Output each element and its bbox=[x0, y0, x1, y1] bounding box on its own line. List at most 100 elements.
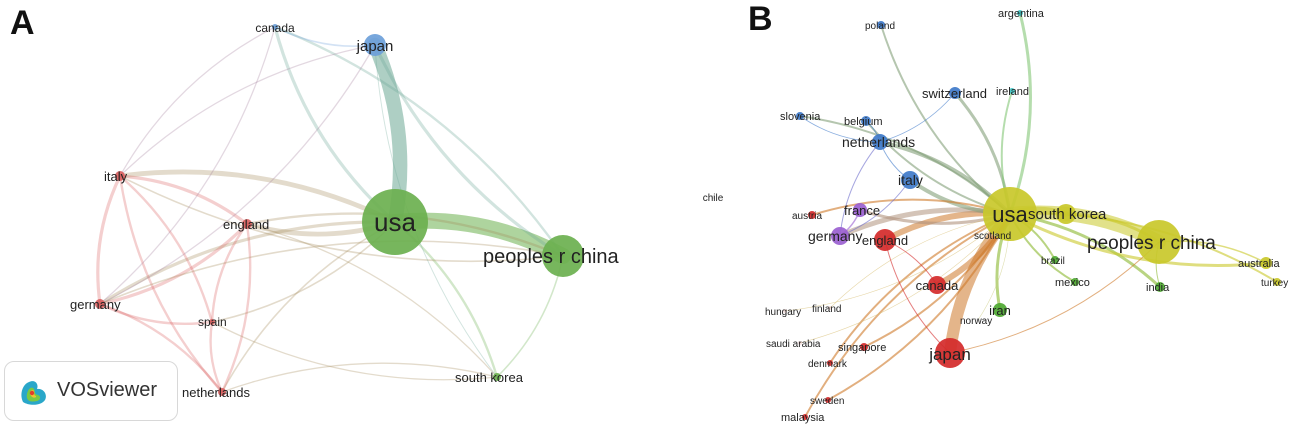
node-peoples-r-china bbox=[1137, 220, 1181, 264]
node-peoples-r-china bbox=[542, 235, 584, 277]
node-label-iran: iran bbox=[989, 303, 1011, 318]
node-label-france: france bbox=[844, 203, 880, 218]
vosviewer-logo-icon bbox=[21, 381, 46, 405]
link-netherlands-south-korea bbox=[221, 362, 498, 393]
node-label-netherlands: netherlands bbox=[182, 385, 250, 400]
node-label-switzerland: switzerland bbox=[922, 86, 987, 101]
node-italy bbox=[901, 171, 919, 189]
node-label-ireland: ireland bbox=[996, 86, 1029, 98]
node-iran bbox=[993, 303, 1007, 317]
link-usa-hungary bbox=[784, 213, 1011, 312]
link-usa-poland bbox=[880, 24, 1011, 215]
node-label-usa: usa bbox=[374, 207, 416, 237]
vosviewer-label: VOSviewer bbox=[57, 379, 158, 401]
link-england-south-korea bbox=[246, 223, 498, 378]
vosviewer-badge: VOSviewer bbox=[4, 361, 178, 421]
node-label-spain: spain bbox=[198, 315, 227, 329]
node-argentina bbox=[1017, 10, 1023, 16]
node-label-india: india bbox=[1146, 282, 1170, 294]
node-label-japan: japan bbox=[928, 345, 971, 364]
link-canada-italy bbox=[119, 26, 276, 177]
node-austria bbox=[808, 211, 816, 219]
link-germany-japan bbox=[99, 44, 376, 305]
node-label-england: england bbox=[862, 233, 908, 248]
node-slovenia bbox=[796, 112, 804, 120]
node-label-mexico: mexico bbox=[1055, 277, 1090, 289]
node-label-chile: chile bbox=[703, 193, 724, 204]
link-japan-peoples-r-china bbox=[373, 43, 565, 258]
panel-b-letter: B bbox=[748, 0, 773, 38]
node-label-argentina: argentina bbox=[998, 8, 1045, 20]
node-malaysia bbox=[802, 414, 808, 420]
node-hungary bbox=[783, 309, 787, 313]
node-label-italy: italy bbox=[898, 172, 923, 188]
node-label-england: england bbox=[223, 217, 269, 232]
link-usa-australia bbox=[1008, 212, 1268, 268]
link-usa-saudi-arabia bbox=[799, 213, 1011, 344]
link-canada-japan bbox=[274, 26, 376, 47]
node-label-slovenia: slovenia bbox=[780, 111, 821, 123]
node-south-korea bbox=[493, 373, 501, 381]
node-label-singapore: singapore bbox=[838, 342, 886, 354]
panel-b-network: usa peoples r china south korea australia tu… bbox=[703, 8, 1289, 424]
link-peoples-r-china-japan bbox=[949, 241, 1160, 354]
node-label-germany: germany bbox=[808, 228, 862, 244]
node-label-canada: canada bbox=[255, 21, 295, 35]
node-label-australia: australia bbox=[1238, 258, 1280, 270]
node-ireland bbox=[1009, 88, 1015, 94]
link-canada-germany bbox=[99, 26, 276, 305]
node-scotland bbox=[994, 233, 998, 237]
node-netherlands bbox=[872, 134, 888, 150]
node-label-malaysia: malaysia bbox=[781, 412, 825, 424]
link-usa-italy bbox=[117, 169, 398, 225]
node-chile bbox=[711, 195, 715, 199]
link-england-netherlands bbox=[220, 222, 252, 394]
link-usa-germany bbox=[98, 220, 397, 306]
node-switzerland bbox=[949, 87, 961, 99]
node-netherlands bbox=[218, 388, 226, 396]
node-label-peoples-r-china: peoples r china bbox=[483, 246, 620, 268]
node-england bbox=[242, 219, 252, 229]
node-saudi-arabia bbox=[798, 341, 802, 345]
node-label-austria: austria bbox=[792, 211, 822, 222]
node-label-poland: poland bbox=[865, 21, 895, 32]
node-label-sweden: sweden bbox=[810, 396, 844, 407]
node-norway bbox=[976, 318, 980, 322]
link-usa-malaysia bbox=[804, 213, 1011, 418]
node-label-finland: finland bbox=[812, 304, 841, 315]
link-germany-netherlands bbox=[98, 302, 224, 394]
node-spain bbox=[209, 319, 215, 325]
link-england-germany bbox=[98, 222, 249, 306]
node-label-hungary: hungary bbox=[765, 307, 801, 318]
node-label-norway: norway bbox=[960, 316, 992, 327]
node-mexico bbox=[1071, 278, 1079, 286]
node-finland bbox=[828, 306, 832, 310]
node-label-denmark: denmark bbox=[808, 359, 848, 370]
node-label-saudi-arabia: saudi arabia bbox=[766, 339, 821, 350]
link-italy-spain bbox=[118, 174, 214, 324]
node-australia bbox=[1260, 257, 1272, 269]
node-india bbox=[1155, 282, 1165, 292]
node-canada bbox=[272, 24, 278, 30]
node-label-canada: canada bbox=[916, 278, 959, 293]
link-usa-denmark bbox=[829, 213, 1011, 364]
panel-a-network: usa peoples r china japan canada italy englan… bbox=[70, 21, 620, 400]
node-brazil bbox=[1051, 256, 1059, 264]
link-spain-netherlands bbox=[209, 320, 224, 394]
node-belgium bbox=[861, 116, 871, 126]
link-layer bbox=[96, 25, 571, 394]
node-japan bbox=[935, 338, 965, 368]
node-label-belgium: belgium bbox=[844, 116, 883, 128]
node-france bbox=[853, 203, 867, 217]
link-usa-sweden bbox=[827, 213, 1011, 401]
node-sweden bbox=[825, 397, 831, 403]
link-italy-peoples-r-china bbox=[119, 175, 564, 263]
link-germany-spain bbox=[98, 302, 214, 325]
node-label-netherlands: netherlands bbox=[842, 134, 915, 150]
link-germany-netherlands bbox=[839, 141, 881, 237]
node-label-italy: italy bbox=[104, 169, 128, 184]
node-label-usa: usa bbox=[992, 202, 1028, 227]
link-usa-argentina bbox=[1008, 11, 1032, 216]
link-italy-england bbox=[118, 174, 249, 226]
